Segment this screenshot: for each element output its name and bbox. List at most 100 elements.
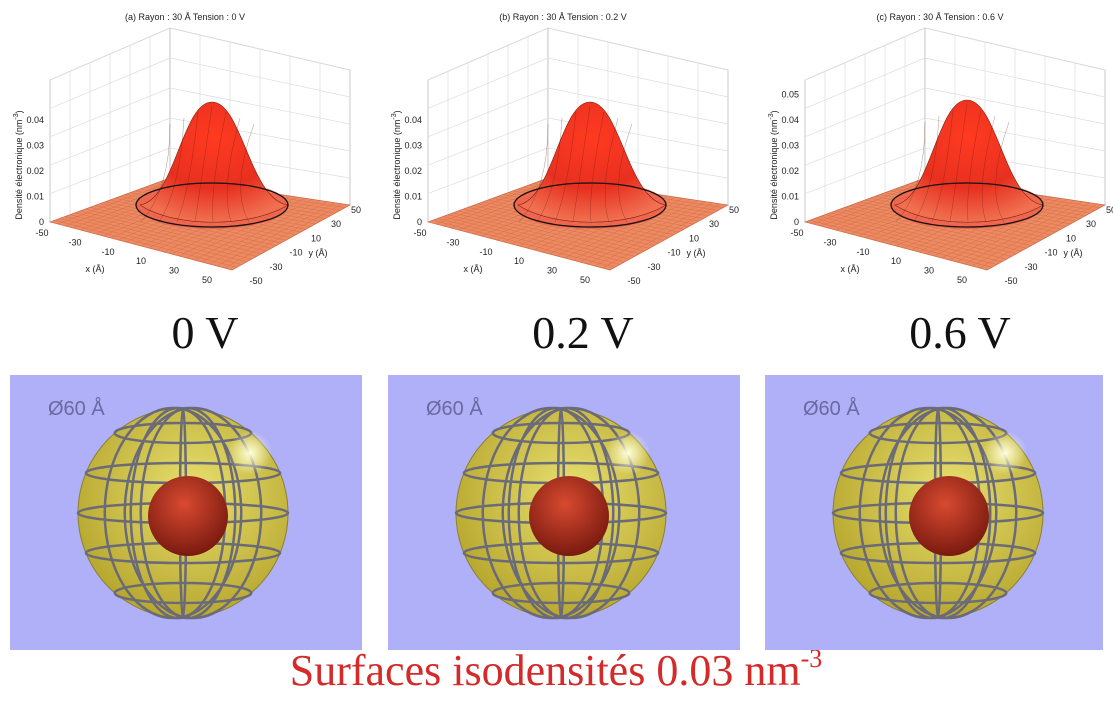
x-tick-label: 10	[514, 256, 524, 266]
bump-mesh	[572, 105, 591, 223]
y-tick-label: -10	[1044, 248, 1057, 258]
z-axis-label: Densité électronique (nm-3)	[391, 110, 402, 219]
bump-mesh	[618, 123, 633, 223]
mesh-meridian	[501, 406, 641, 620]
bump-mesh	[194, 105, 213, 223]
y-tick-label: 50	[729, 205, 739, 215]
z-tick-label: 0.03	[26, 141, 44, 151]
voltage-label: 0.2 V	[532, 307, 633, 358]
y-axis-label: y (Å)	[1064, 248, 1083, 258]
z-tick-label: 0.04	[26, 115, 44, 125]
floor-mesh	[602, 203, 721, 269]
z-label-end: )	[769, 110, 779, 113]
x-tick-label: 30	[169, 266, 179, 276]
z-tick-label: 0.02	[404, 166, 422, 176]
x-tick-label: 50	[202, 275, 212, 285]
voltage-label: 0 V	[172, 307, 239, 358]
y-tick-label: 10	[1066, 233, 1076, 243]
z-label-text: Densité électronique (nm	[769, 120, 779, 220]
x-tick-label: -30	[446, 237, 459, 247]
floor-mesh	[587, 201, 706, 265]
diameter-label: Ø60 Å	[803, 397, 860, 420]
x-tick-label: 50	[957, 275, 967, 285]
y-tick-label: 50	[351, 205, 361, 215]
x-tick-label: -50	[35, 228, 48, 238]
z-tick-label: 0.01	[26, 192, 44, 202]
mesh-meridian	[878, 406, 1018, 620]
x-axis-label: x (Å)	[464, 264, 483, 274]
z-tick-label: 0.01	[404, 192, 422, 202]
floor-mesh	[216, 202, 336, 267]
y-tick-label: 10	[689, 233, 699, 243]
diameter-label: Ø60 Å	[426, 397, 483, 420]
bump-mesh	[240, 123, 255, 223]
wall-grid	[924, 27, 1106, 71]
caption-text: Surfaces isodensités 0.03 nm	[290, 646, 801, 695]
z-tick-label: 0.04	[404, 115, 422, 125]
inner-ball	[148, 476, 228, 556]
x-tick-label: -30	[68, 237, 81, 247]
bump-surface	[894, 99, 1044, 223]
y-tick-label: -50	[249, 276, 262, 286]
x-tick-label: 10	[136, 256, 146, 266]
caption-sup: -3	[801, 644, 823, 673]
mesh-parallel	[113, 581, 253, 605]
y-tick-label: -30	[1024, 262, 1037, 272]
bump-mesh	[895, 121, 926, 223]
mesh-meridian	[123, 406, 263, 620]
bump-mesh	[949, 103, 968, 223]
voltage-label: 0.6 V	[909, 307, 1010, 358]
plot-title: (b) Rayon : 30 Å Tension : 0.2 V	[499, 12, 626, 22]
x-tick-label: -50	[790, 228, 803, 238]
y-tick-label: 30	[709, 219, 719, 229]
wall-grid	[49, 27, 171, 81]
y-axis-label: y (Å)	[309, 248, 328, 258]
bump-mesh	[176, 111, 199, 223]
caption: Surfaces isodensités 0.03 nm-3	[290, 644, 822, 695]
x-tick-label: 30	[924, 266, 934, 276]
z-tick-label: 0.05	[781, 90, 799, 100]
z-tick-label: 0.01	[781, 192, 799, 202]
contour-ring	[135, 182, 289, 228]
z-label-sup: -3	[13, 113, 20, 119]
plot-panel: (c) Rayon : 30 Å Tension : 0.6 V 0 0.01 0.0…	[768, 12, 1113, 358]
z-tick-label: 0.02	[781, 166, 799, 176]
x-tick-label: -30	[823, 237, 836, 247]
inner-ball	[909, 476, 989, 556]
x-tick-label: -10	[479, 247, 492, 257]
x-tick-label: 30	[547, 266, 557, 276]
y-tick-label: -30	[269, 262, 282, 272]
wall-grid	[547, 27, 729, 71]
bump-mesh	[981, 115, 996, 223]
bump-mesh	[913, 115, 940, 223]
bump-mesh	[226, 117, 241, 223]
wall-grid	[804, 27, 926, 81]
z-label-sup: -3	[768, 113, 775, 119]
y-tick-label: -10	[289, 248, 302, 258]
y-tick-label: -50	[627, 276, 640, 286]
highlight	[983, 431, 1027, 475]
bump-mesh	[554, 111, 577, 223]
mesh-parallel	[868, 581, 1008, 605]
bump-mesh	[967, 109, 982, 223]
x-tick-label: 50	[580, 275, 590, 285]
floor-mesh	[971, 202, 1091, 267]
bump-mesh	[536, 117, 563, 223]
floor-mesh	[594, 202, 714, 267]
plot-title: (c) Rayon : 30 Å Tension : 0.6 V	[877, 12, 1004, 22]
bump-surface	[517, 101, 667, 223]
render-panel: Ø60 Å	[765, 375, 1103, 650]
x-tick-label: -50	[413, 228, 426, 238]
floor-mesh	[209, 201, 328, 265]
diameter-label: Ø60 Å	[48, 397, 105, 420]
plot-panel: (a) Rayon : 30 Å Tension : 0 V 0 0.01 0.02 0…	[13, 12, 361, 358]
z-tick-label: 0.03	[404, 141, 422, 151]
z-tick-label: 0	[794, 217, 799, 227]
z-tick-label: 0	[39, 217, 44, 227]
y-tick-label: 30	[331, 219, 341, 229]
y-tick-label: 50	[1106, 205, 1113, 215]
y-tick-label: -30	[647, 262, 660, 272]
highlight	[228, 431, 272, 475]
contour-ring	[890, 182, 1044, 228]
render-panel: Ø60 Å	[388, 375, 740, 650]
